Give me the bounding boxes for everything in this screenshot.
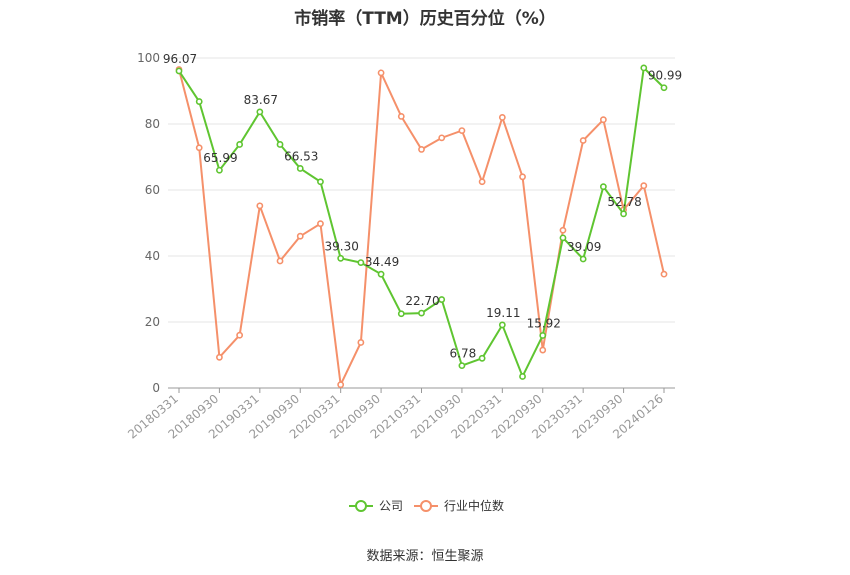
company-point[interactable] xyxy=(175,67,183,75)
data-label: 83.67 xyxy=(244,93,278,107)
company-point[interactable] xyxy=(195,98,203,105)
company-point[interactable] xyxy=(640,64,648,72)
industry-median-point[interactable] xyxy=(216,353,223,361)
company-point[interactable] xyxy=(599,183,607,191)
legend-marker-icon xyxy=(355,500,367,512)
company-point[interactable] xyxy=(317,178,324,186)
industry-median-point[interactable] xyxy=(539,346,547,354)
data-label: 66.53 xyxy=(284,149,318,163)
legend-item-company[interactable]: 公司 xyxy=(349,499,403,513)
legend-label: 公司 xyxy=(379,499,403,513)
data-label: 39.30 xyxy=(324,239,358,253)
company-line xyxy=(178,65,665,379)
legend-label: 行业中位数 xyxy=(444,498,504,513)
company-point[interactable] xyxy=(579,255,587,263)
industry-median-point[interactable] xyxy=(397,113,405,120)
data-label: 90.99 xyxy=(648,69,682,83)
company-point[interactable] xyxy=(276,141,284,148)
industry-median-point[interactable] xyxy=(337,381,345,389)
company-point[interactable] xyxy=(296,165,304,172)
industry-median-point[interactable] xyxy=(640,182,648,190)
data-label: 19.11 xyxy=(486,306,520,320)
company-point[interactable] xyxy=(458,362,466,370)
industry-median-point[interactable] xyxy=(599,116,607,124)
company-point[interactable] xyxy=(216,166,223,174)
company-point[interactable] xyxy=(620,210,627,218)
data-source: 数据来源：恒生聚源 xyxy=(366,549,484,564)
company-point[interactable] xyxy=(337,254,345,262)
legend[interactable]: 公司 行业中位数 xyxy=(349,498,504,513)
data-label: 39.09 xyxy=(567,240,601,254)
industry-median-point[interactable] xyxy=(377,69,385,77)
data-label: 52.78 xyxy=(607,195,641,209)
company-point[interactable] xyxy=(377,270,385,278)
industry-median-point[interactable] xyxy=(256,202,264,210)
industry-median-point[interactable] xyxy=(236,331,244,339)
company-point[interactable] xyxy=(418,309,425,317)
company-point[interactable] xyxy=(397,310,405,318)
data-label: 22.70 xyxy=(405,294,439,308)
industry-median-point[interactable] xyxy=(276,257,284,265)
y-tick-label: 60 xyxy=(145,183,160,197)
company-point[interactable] xyxy=(559,234,567,242)
industry-median-point[interactable] xyxy=(195,144,203,152)
industry-median-point[interactable] xyxy=(660,270,668,278)
company-point[interactable] xyxy=(660,84,668,92)
industry-median-point[interactable] xyxy=(579,137,587,144)
series-group xyxy=(175,64,668,389)
chart-title: 市销率（TTM）历史百分位（%） xyxy=(294,9,556,29)
x-axis: 2018033120180930201903312019093020200331… xyxy=(125,387,675,442)
company-point[interactable] xyxy=(236,141,244,148)
industry-median-point[interactable] xyxy=(498,114,506,121)
industry-median-point[interactable] xyxy=(418,146,425,153)
company-point[interactable] xyxy=(438,296,446,303)
data-label: 96.07 xyxy=(163,52,197,66)
y-tick-label: 20 xyxy=(145,315,160,329)
y-tick-label: 0 xyxy=(152,381,160,395)
industry-median-point[interactable] xyxy=(458,127,466,134)
legend-marker-icon xyxy=(420,500,432,512)
company-point[interactable] xyxy=(256,108,264,116)
data-label: 34.49 xyxy=(365,255,399,269)
grid-lines xyxy=(168,57,675,323)
company-point[interactable] xyxy=(519,373,526,380)
data-labels: 96.07 65.99 83.67 66.53 39.30 34.49 22.70 6.78 1… xyxy=(163,52,682,361)
industry-median-point[interactable] xyxy=(478,178,486,186)
industry-median-point[interactable] xyxy=(519,173,526,181)
y-tick-label: 80 xyxy=(145,117,160,131)
y-tick-label: 100 xyxy=(137,51,160,65)
industry-median-point[interactable] xyxy=(357,339,365,346)
data-label: 65.99 xyxy=(203,151,237,165)
y-axis: 0 20 40 60 80 100 xyxy=(137,51,160,395)
data-label: 15.92 xyxy=(527,316,561,330)
company-point[interactable] xyxy=(498,321,506,329)
industry-median-point[interactable] xyxy=(317,220,324,228)
data-label: 6.78 xyxy=(450,347,477,361)
industry-median-point[interactable] xyxy=(559,226,567,234)
industry-median-point[interactable] xyxy=(438,134,446,142)
legend-item-industry-median[interactable]: 行业中位数 xyxy=(414,498,504,513)
company-point[interactable] xyxy=(539,332,547,339)
y-tick-label: 40 xyxy=(145,249,160,263)
company-point[interactable] xyxy=(357,259,365,266)
industry-median-point[interactable] xyxy=(296,232,304,240)
company-point[interactable] xyxy=(478,354,486,362)
